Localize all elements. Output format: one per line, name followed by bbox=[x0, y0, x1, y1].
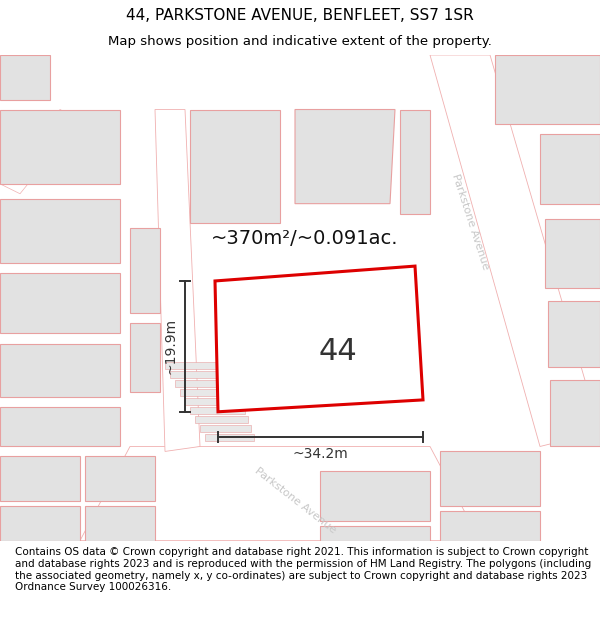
Polygon shape bbox=[190, 407, 245, 414]
Text: Map shows position and indicative extent of the property.: Map shows position and indicative extent… bbox=[108, 35, 492, 48]
Polygon shape bbox=[180, 389, 239, 396]
Polygon shape bbox=[320, 526, 430, 541]
Polygon shape bbox=[190, 109, 280, 224]
Polygon shape bbox=[0, 109, 80, 194]
Polygon shape bbox=[85, 506, 155, 541]
Polygon shape bbox=[215, 266, 423, 412]
Polygon shape bbox=[550, 380, 600, 446]
Polygon shape bbox=[200, 424, 251, 432]
Text: 44, PARKSTONE AVENUE, BENFLEET, SS7 1SR: 44, PARKSTONE AVENUE, BENFLEET, SS7 1SR bbox=[126, 8, 474, 23]
Text: ~34.2m: ~34.2m bbox=[293, 448, 349, 461]
Polygon shape bbox=[495, 55, 600, 124]
Polygon shape bbox=[170, 371, 233, 378]
Polygon shape bbox=[545, 219, 600, 288]
Text: ~370m²/~0.091ac.: ~370m²/~0.091ac. bbox=[211, 229, 399, 248]
Polygon shape bbox=[0, 344, 120, 397]
Text: Parkstone Avenue: Parkstone Avenue bbox=[450, 173, 490, 271]
Polygon shape bbox=[0, 456, 80, 501]
Polygon shape bbox=[440, 451, 540, 506]
Polygon shape bbox=[80, 446, 480, 541]
Text: Parkstone Avenue: Parkstone Avenue bbox=[253, 466, 338, 536]
Polygon shape bbox=[440, 511, 540, 541]
Polygon shape bbox=[85, 456, 155, 501]
Polygon shape bbox=[548, 301, 600, 368]
Polygon shape bbox=[195, 416, 248, 422]
Polygon shape bbox=[155, 109, 200, 451]
Polygon shape bbox=[0, 506, 80, 541]
Text: Contains OS data © Crown copyright and database right 2021. This information is : Contains OS data © Crown copyright and d… bbox=[15, 548, 591, 592]
Polygon shape bbox=[295, 109, 395, 204]
Polygon shape bbox=[165, 362, 230, 369]
Polygon shape bbox=[0, 407, 120, 446]
Text: 44: 44 bbox=[319, 337, 357, 366]
Polygon shape bbox=[175, 380, 236, 387]
Polygon shape bbox=[130, 228, 160, 312]
Polygon shape bbox=[430, 55, 600, 446]
Polygon shape bbox=[540, 134, 600, 204]
Polygon shape bbox=[205, 434, 254, 441]
Polygon shape bbox=[0, 109, 120, 184]
Polygon shape bbox=[0, 55, 50, 99]
Polygon shape bbox=[185, 398, 242, 405]
Polygon shape bbox=[0, 199, 120, 263]
Polygon shape bbox=[0, 273, 120, 332]
Polygon shape bbox=[400, 109, 430, 214]
Text: ~19.9m: ~19.9m bbox=[164, 318, 178, 374]
Polygon shape bbox=[320, 471, 430, 521]
Polygon shape bbox=[130, 322, 160, 392]
